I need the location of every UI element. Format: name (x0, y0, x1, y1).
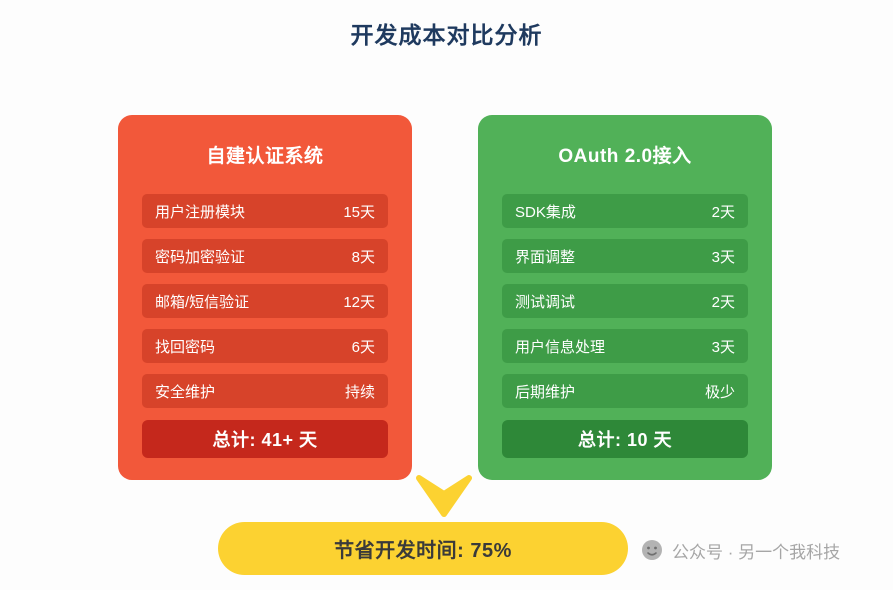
row-label: 找回密码 (155, 338, 216, 356)
cost-row: 测试调试 2天 (502, 284, 748, 318)
down-arrow-icon (416, 475, 472, 517)
row-value: 15天 (343, 203, 375, 221)
row-value: 2天 (711, 203, 735, 221)
cost-row: 用户信息处理 3天 (502, 329, 748, 363)
oauth-total-bar: 总计: 10 天 (502, 420, 748, 458)
row-value: 极少 (704, 383, 735, 401)
publisher-logo-icon (642, 540, 662, 560)
row-label: 测试调试 (515, 293, 576, 311)
cost-row: 用户注册模块 15天 (142, 194, 388, 228)
oauth-card: OAuth 2.0接入 SDK集成 2天 界面调整 3天 测试调试 2天 用户信… (478, 115, 772, 480)
cost-row: 安全维护 持续 (142, 374, 388, 408)
row-label: 界面调整 (515, 248, 576, 266)
row-label: 用户注册模块 (155, 203, 246, 221)
cost-row: 后期维护 极少 (502, 374, 748, 408)
self-built-total-bar: 总计: 41+ 天 (142, 420, 388, 458)
self-built-cost-rows: 用户注册模块 15天 密码加密验证 8天 邮箱/短信验证 12天 找回密码 6天… (142, 194, 388, 408)
row-value: 12天 (343, 293, 375, 311)
cost-row: 界面调整 3天 (502, 239, 748, 273)
row-label: 邮箱/短信验证 (155, 293, 250, 311)
row-label: 安全维护 (155, 383, 216, 401)
row-label: 密码加密验证 (155, 248, 246, 266)
row-label: SDK集成 (515, 203, 576, 221)
watermark-text: 公众号 · 另一个我科技 (672, 542, 841, 562)
self-built-auth-card: 自建认证系统 用户注册模块 15天 密码加密验证 8天 邮箱/短信验证 12天 … (118, 115, 412, 480)
savings-badge: 节省开发时间: 75% (218, 522, 628, 575)
oauth-card-title: OAuth 2.0接入 (558, 146, 692, 167)
page-title: 开发成本对比分析 (350, 22, 543, 48)
savings-label: 节省开发时间: 75% (334, 540, 512, 562)
row-label: 用户信息处理 (515, 338, 606, 356)
self-built-card-title: 自建认证系统 (206, 146, 324, 167)
row-label: 后期维护 (515, 383, 576, 401)
row-value: 3天 (711, 248, 735, 266)
oauth-cost-rows: SDK集成 2天 界面调整 3天 测试调试 2天 用户信息处理 3天 后期维护 … (502, 194, 748, 408)
row-value: 2天 (711, 293, 735, 311)
cost-row: 找回密码 6天 (142, 329, 388, 363)
row-value: 8天 (351, 248, 375, 266)
cost-row: 邮箱/短信验证 12天 (142, 284, 388, 318)
row-value: 3天 (711, 338, 735, 356)
cost-row: SDK集成 2天 (502, 194, 748, 228)
row-value: 6天 (351, 338, 375, 356)
row-value: 持续 (344, 383, 375, 401)
cost-row: 密码加密验证 8天 (142, 239, 388, 273)
watermark: 公众号 · 另一个我科技 (640, 537, 840, 563)
